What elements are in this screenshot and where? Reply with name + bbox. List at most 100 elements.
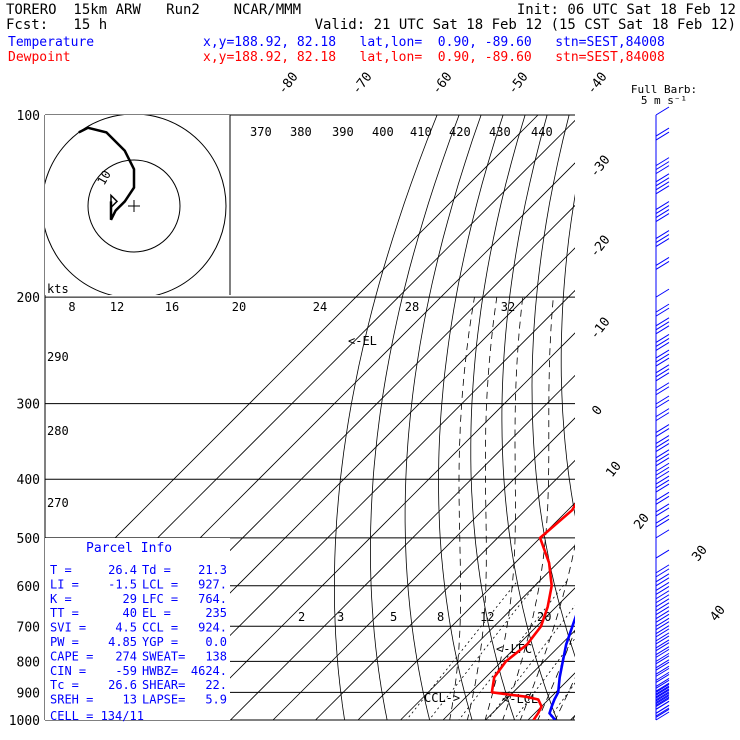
parcel-key: LI = (50, 577, 79, 591)
dry-adiabat-line (531, 115, 575, 658)
parcel-value: -1.5 (108, 577, 137, 591)
parcel-value: 0.0 (205, 635, 227, 649)
wind-barb-flag (655, 466, 670, 476)
wind-barb (655, 514, 670, 528)
wind-barb-flag (655, 625, 670, 635)
wind-barb-flag (655, 491, 670, 501)
hodograph-units: kts (47, 282, 69, 296)
isotherm-label: -80 (275, 70, 301, 98)
dry-adiabat-line (669, 115, 740, 733)
wind-barb-flag (655, 613, 670, 623)
parcel-value: 29 (123, 592, 137, 606)
wind-barb-flag (655, 695, 670, 705)
isotherm-line (442, 587, 575, 720)
wind-barb-flag (655, 518, 670, 528)
wind-barb-flag (655, 581, 670, 591)
parcel-key: YGP = (142, 635, 178, 649)
isotherm-label: 40 (707, 603, 728, 625)
wind-barb (655, 349, 670, 367)
wind-barb-flag (655, 677, 670, 687)
wind-barb-flag (655, 691, 670, 701)
wind-barb-flag (655, 646, 670, 656)
wind-barb-flag (655, 685, 670, 695)
wind-barb-flag (655, 617, 670, 627)
wind-barb-flag (655, 665, 670, 675)
wind-barb-flag (655, 628, 670, 638)
wind-barb (655, 590, 670, 604)
wind-barb-flag (655, 632, 670, 642)
wind-barb-flag (655, 307, 670, 317)
parcel-key: T = (50, 563, 72, 577)
parcel-key: TT = (50, 606, 79, 620)
model-title: TORERO 15km ARW Run2 NCAR/MMM (6, 2, 302, 18)
wind-barb (655, 648, 670, 662)
theta-label: 280 (47, 424, 69, 438)
wind-barb-flag (655, 573, 670, 583)
wind-barb (655, 682, 670, 696)
pressure-label: 700 (17, 620, 40, 635)
wind-barb-flag (655, 694, 670, 703)
wind-barb-flag (655, 386, 670, 396)
wind-barb-flag (655, 399, 670, 409)
isotherm-line (145, 289, 575, 720)
isotherm-line (315, 459, 575, 720)
wind-barb-flag (655, 696, 670, 706)
wind-barb-flag (655, 325, 670, 335)
forecast-hour: Fcst: 15 h (6, 17, 108, 33)
wind-barb-flag (655, 364, 670, 374)
parcel-value: 26.6 (108, 678, 137, 692)
parcel-key: HWBZ= (142, 664, 178, 678)
wind-barb (655, 157, 670, 175)
pressure-label: 500 (17, 532, 40, 547)
wind-barb (655, 462, 670, 480)
wind-barb-flag (655, 682, 670, 692)
dry-adiabat-line (617, 115, 735, 733)
parcel-key: SHEAR= (142, 678, 185, 692)
wind-barb (655, 661, 670, 675)
wind-barb (655, 655, 670, 669)
parcel-key: Td = (142, 563, 171, 577)
wind-barb (655, 288, 670, 298)
isotherm-label: -50 (505, 70, 531, 98)
wind-barb (655, 201, 670, 222)
wind-barb-flag (655, 261, 670, 270)
dry-adiabat-line (470, 115, 526, 720)
wind-barb-flag (655, 655, 670, 665)
theta-label: 270 (47, 496, 69, 510)
wind-barb-flag (655, 475, 670, 485)
wind-barb-flag (655, 439, 670, 448)
isotherm-line (570, 714, 575, 720)
wind-barb (655, 679, 670, 693)
dry-adiabat-line (695, 115, 740, 733)
wind-barb-flag (655, 590, 670, 600)
wind-barb-flag (655, 342, 670, 351)
hodograph-speed-label: 20 (232, 300, 246, 314)
wind-barb (655, 257, 670, 270)
parcel-value: 4.5 (115, 621, 137, 635)
wind-barb-flag (655, 673, 670, 683)
wind-barb (655, 613, 670, 627)
dewpoint-legend: Dewpoint (8, 50, 71, 65)
parcel-value: 5.9 (205, 693, 227, 707)
wind-barb-flag (655, 449, 670, 459)
wind-barb-flag (655, 161, 670, 171)
parcel-value: 26.4 (108, 563, 137, 577)
wind-barb (655, 691, 670, 705)
wind-barb-flag (655, 503, 670, 513)
profile-line-temperature (548, 614, 575, 720)
temperature-legend: Temperature (8, 35, 95, 50)
wind-barb (655, 707, 670, 721)
pressure-label: 1000 (9, 714, 40, 729)
theta-label: 380 (290, 125, 312, 139)
theta-label: 440 (531, 125, 553, 139)
wind-barb (655, 173, 670, 195)
parcel-value: 21.3 (198, 563, 227, 577)
wind-barb-flag (655, 495, 670, 505)
wind-barb-flag (655, 514, 670, 524)
init-time: Init: 06 UTC Sat 18 Feb 12 (516, 2, 736, 18)
wind-barb (655, 424, 670, 437)
wind-barb-flag (655, 457, 670, 467)
barb-legend-title: Full Barb: (631, 83, 697, 96)
isotherm-label: 30 (689, 543, 710, 565)
wind-barb (655, 667, 670, 681)
